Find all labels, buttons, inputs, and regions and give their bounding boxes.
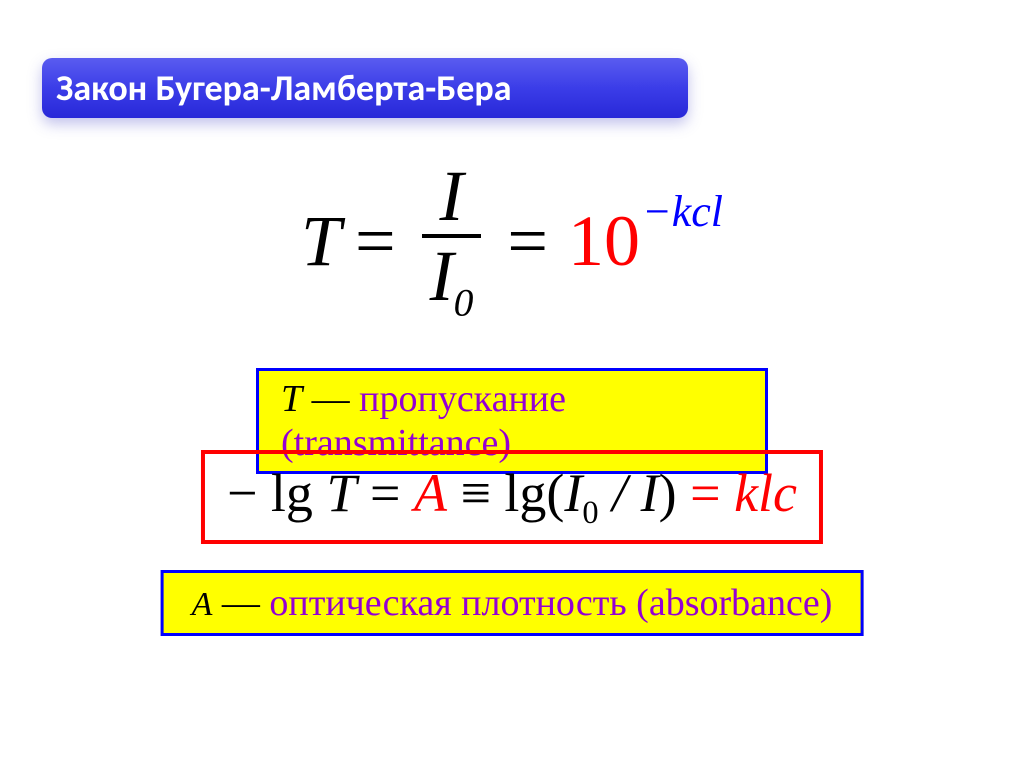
- eq-a1: =: [370, 463, 414, 523]
- dash-1: —: [302, 378, 359, 420]
- dash-2: —: [212, 582, 269, 624]
- eq-a2: =: [690, 463, 734, 523]
- var-A-red: A: [414, 463, 447, 523]
- title-text: Закон Бугера-Ламберта-Бера: [56, 66, 511, 110]
- var-A-label: A: [192, 586, 213, 623]
- equals-1: =: [355, 200, 396, 283]
- close-paren: ): [659, 463, 677, 523]
- var-T-label: T: [281, 378, 302, 420]
- title-bar: Закон Бугера-Ламберта-Бера: [42, 58, 688, 118]
- neg-lg: − lg: [227, 463, 313, 523]
- equiv: ≡: [460, 463, 504, 523]
- var-T: T: [301, 200, 341, 283]
- var-I: I: [641, 463, 659, 523]
- slash: /: [599, 463, 641, 523]
- power-term: 10 −kcl: [568, 200, 723, 283]
- base-10: 10: [568, 200, 640, 283]
- absorbance-formula-box: − lg T = A ≡ lg(I0 / I) = klc: [201, 450, 823, 544]
- I0-sub: 0: [582, 495, 598, 531]
- fraction-I-over-I0: I I0: [422, 160, 482, 323]
- klc: klc: [734, 463, 797, 523]
- exponent-kcl: −kcl: [642, 186, 723, 237]
- denom-sub: 0: [454, 280, 474, 324]
- denom-base: I: [430, 236, 454, 316]
- numerator: I: [432, 160, 472, 234]
- equals-2: =: [507, 200, 548, 283]
- I0-base: I: [564, 463, 582, 523]
- lg-open: lg(: [504, 463, 564, 523]
- absorbance-definition-box: A — оптическая плотность (absorbance): [161, 570, 864, 636]
- var-T2: T: [326, 463, 356, 523]
- denominator: I0: [422, 238, 482, 323]
- absorbance-description: оптическая плотность (absorbance): [269, 582, 832, 624]
- transmittance-formula: T = I I0 = 10 −kcl: [0, 160, 1024, 323]
